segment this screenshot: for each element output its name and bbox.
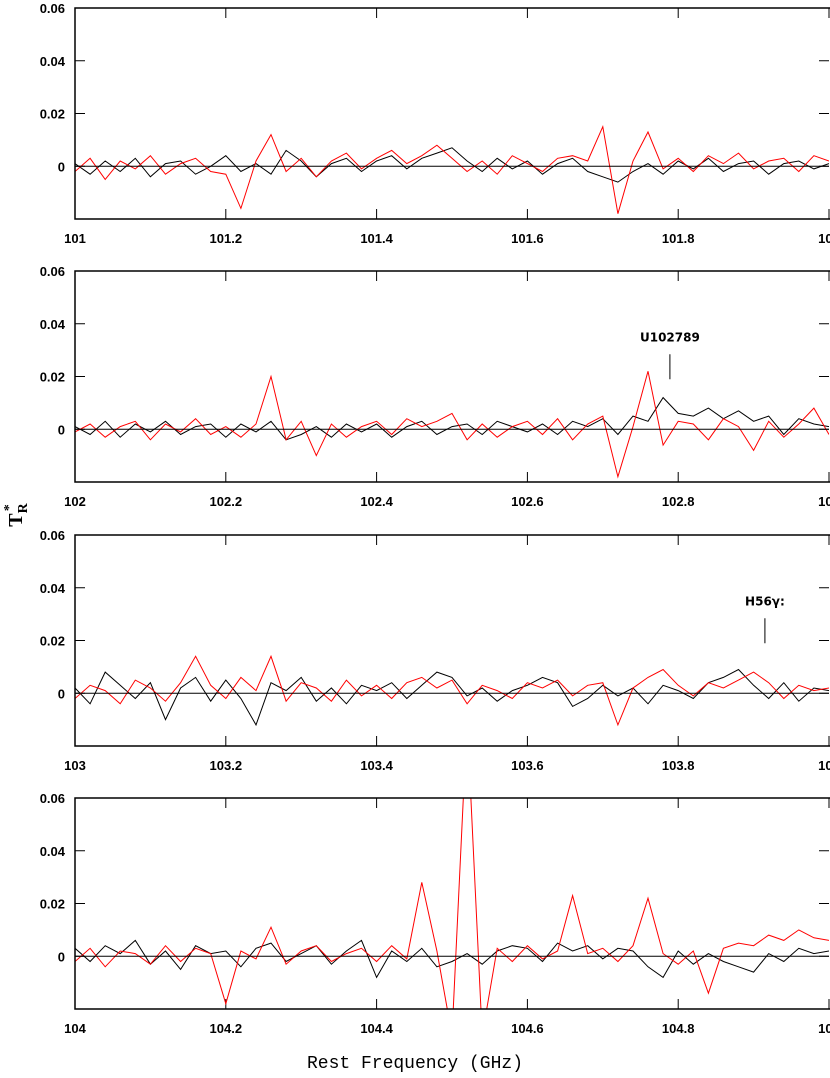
y-tick-label: 0.04	[40, 581, 66, 596]
x-tick-label: 102.8	[662, 494, 695, 509]
y-tick-label: 0.02	[40, 107, 65, 122]
plot-area	[75, 124, 829, 214]
spectrum-line	[75, 798, 829, 1009]
y-tick-label: 0.06	[40, 791, 65, 806]
panel: 0 0.02 0.04 0.06 102 102.2 102.4 102.6 102.8 103 U…	[40, 264, 830, 509]
y-tick-label: 0	[58, 949, 65, 964]
x-tick-label: 104	[818, 758, 830, 773]
spectrum-line	[75, 939, 829, 979]
spectrum-line	[75, 147, 829, 183]
x-tick-label: 103.6	[511, 758, 544, 773]
y-label-main: T	[5, 513, 27, 527]
y-tick-label: 0.04	[40, 54, 66, 69]
frame	[74, 7, 830, 220]
panel: 0 0.02 0.04 0.06 101 101.2 101.4 101.6 101.8 102	[40, 1, 830, 246]
y-label-sub: R	[16, 502, 31, 513]
x-tick-label: 104.8	[662, 1021, 695, 1036]
y-axis-label: TR*	[2, 502, 31, 526]
y-tick-label: 0	[58, 422, 65, 437]
x-tick-label: 103	[818, 494, 830, 509]
frame	[74, 270, 830, 483]
x-tick-label: 103.8	[662, 758, 695, 773]
y-tick-label: 0.04	[40, 317, 66, 332]
spectrum-line	[75, 668, 829, 727]
frame	[74, 797, 830, 1010]
panel: 0 0.02 0.04 0.06 104 104.2 104.4 104.6 104.8 105	[40, 791, 830, 1036]
x-tick-label: 102.6	[511, 494, 544, 509]
x-tick-label: 101.6	[511, 231, 544, 246]
x-tick-label: 101.8	[662, 231, 695, 246]
x-tick-label: 104.6	[511, 1021, 544, 1036]
x-tick-label: 101	[64, 231, 86, 246]
x-tick-label: 103	[64, 758, 86, 773]
plot-area	[75, 371, 829, 479]
x-tick-label: 102.4	[360, 494, 393, 509]
y-tick-label: 0.02	[40, 634, 65, 649]
plot-area	[75, 798, 829, 1009]
y-tick-label: 0.02	[40, 370, 65, 385]
y-tick-label: 0.04	[40, 844, 66, 859]
x-tick-label: 104.2	[210, 1021, 243, 1036]
x-tick-label: 102	[64, 494, 86, 509]
x-tick-label: 103.2	[210, 758, 243, 773]
y-tick-label: 0	[58, 686, 65, 701]
spectrum-line	[75, 371, 829, 479]
y-tick-label: 0.06	[40, 264, 65, 279]
x-tick-label: 101.2	[210, 231, 243, 246]
y-tick-label: 0.06	[40, 528, 65, 543]
frame	[74, 534, 830, 747]
annotation-label: U102789	[640, 330, 700, 344]
y-tick-label: 0	[58, 159, 65, 174]
plot-area	[75, 654, 829, 727]
x-tick-label: 103.4	[360, 758, 393, 773]
x-tick-label: 102.2	[210, 494, 243, 509]
spectrum-line	[75, 654, 829, 727]
panel: 0 0.02 0.04 0.06 103 103.2 103.4 103.6 103.8 104 H…	[40, 528, 830, 773]
x-tick-label: 102	[818, 231, 830, 246]
spectrum-line	[75, 124, 829, 214]
x-tick-label: 105	[818, 1021, 830, 1036]
x-tick-label: 101.4	[360, 231, 393, 246]
y-label-sup: *	[2, 504, 17, 511]
x-tick-label: 104.4	[360, 1021, 393, 1036]
annotation-label: H56γ:	[745, 594, 785, 608]
x-axis-label: Rest Frequency (GHz)	[307, 1054, 523, 1074]
y-tick-label: 0.06	[40, 1, 65, 16]
x-tick-label: 104	[64, 1021, 86, 1036]
spectrum-line	[75, 396, 829, 441]
y-tick-label: 0.02	[40, 897, 65, 912]
